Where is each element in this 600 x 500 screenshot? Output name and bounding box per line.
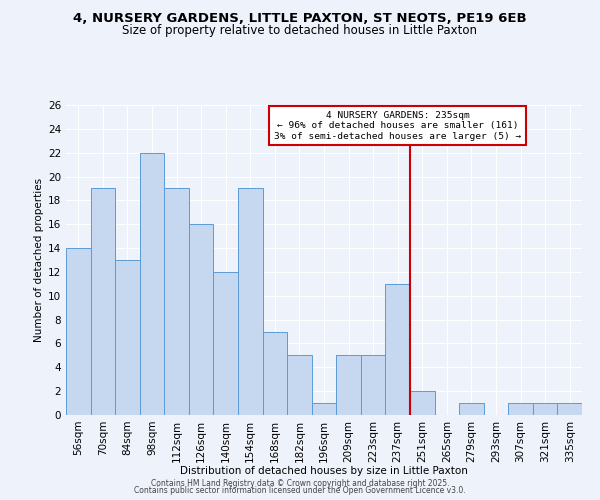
Text: Size of property relative to detached houses in Little Paxton: Size of property relative to detached ho… (122, 24, 478, 37)
Text: 4 NURSERY GARDENS: 235sqm
← 96% of detached houses are smaller (161)
3% of semi-: 4 NURSERY GARDENS: 235sqm ← 96% of detac… (274, 111, 521, 141)
Bar (533, 403, 557, 415)
Y-axis label: Number of detached properties: Number of detached properties (34, 178, 44, 342)
Bar (115, 260, 140, 415)
Text: 4, NURSERY GARDENS, LITTLE PAXTON, ST NEOTS, PE19 6EB: 4, NURSERY GARDENS, LITTLE PAXTON, ST NE… (73, 12, 527, 26)
Bar (164, 188, 189, 415)
Bar (238, 188, 263, 415)
Bar (91, 188, 115, 415)
Bar (410, 391, 434, 415)
Bar (557, 403, 582, 415)
Bar (66, 248, 91, 415)
Bar (385, 284, 410, 415)
Bar (361, 356, 385, 415)
Text: Contains HM Land Registry data © Crown copyright and database right 2025.: Contains HM Land Registry data © Crown c… (151, 478, 449, 488)
Bar (140, 152, 164, 415)
Bar (287, 356, 312, 415)
Bar (312, 403, 336, 415)
Bar (459, 403, 484, 415)
Bar (336, 356, 361, 415)
Bar (189, 224, 214, 415)
Bar (508, 403, 533, 415)
Bar (263, 332, 287, 415)
Text: Contains public sector information licensed under the Open Government Licence v3: Contains public sector information licen… (134, 486, 466, 495)
X-axis label: Distribution of detached houses by size in Little Paxton: Distribution of detached houses by size … (180, 466, 468, 476)
Bar (214, 272, 238, 415)
